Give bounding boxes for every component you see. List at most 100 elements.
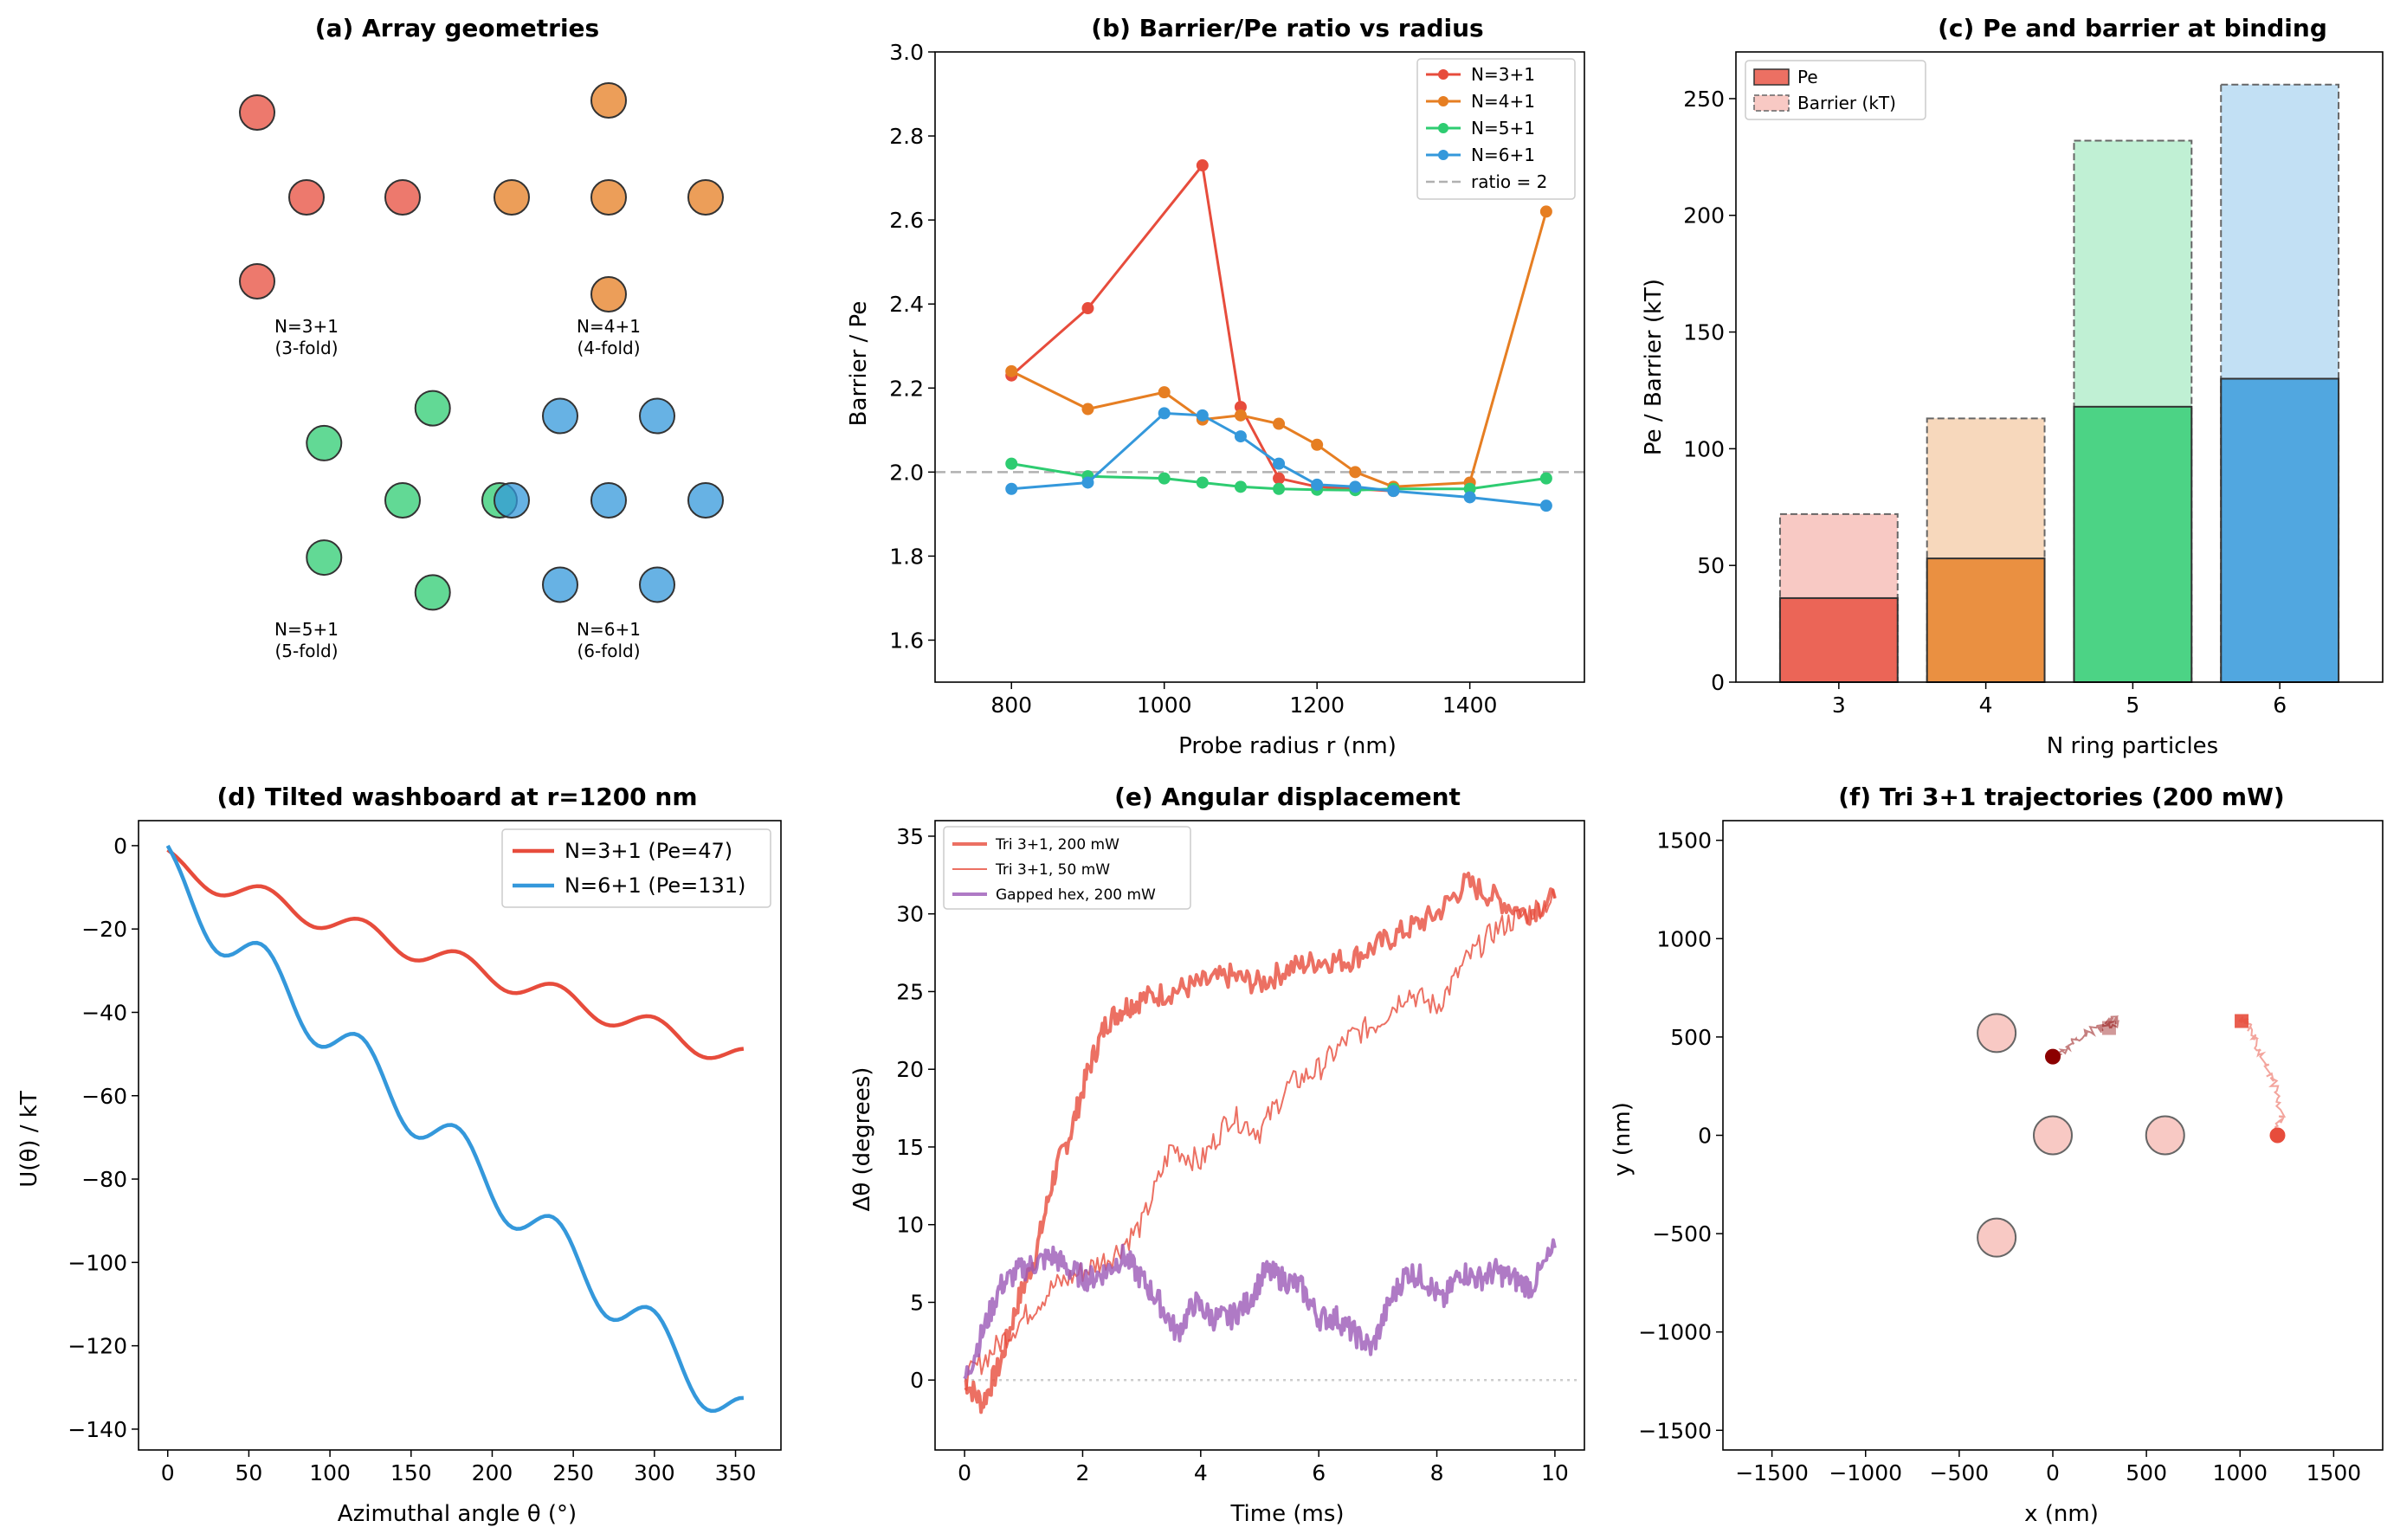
data-point — [1005, 482, 1018, 495]
panel-b-xtick-label: 1200 — [1289, 693, 1345, 718]
array-particle — [494, 179, 530, 216]
data-point — [1539, 472, 1552, 485]
data-point — [1234, 409, 1247, 422]
panel-b-ytick-label: 2.2 — [889, 376, 924, 401]
geometry-label-name: N=5+1 — [274, 619, 339, 640]
legend-box — [1416, 58, 1576, 200]
array-particle — [306, 539, 343, 577]
panel-d-ytick-label: −20 — [81, 917, 127, 942]
panel-c: (c) Pe and barrier at binding N ring par… — [1641, 14, 2384, 759]
legend-label: N=4+1 — [1471, 91, 1535, 112]
panel-d-title: (d) Tilted washboard at r=1200 nm — [216, 783, 697, 811]
panel-c-ytick-label: 200 — [1683, 203, 1725, 229]
data-point — [1234, 430, 1247, 443]
data-point — [1234, 480, 1247, 493]
panel-b-xtick-label: 1000 — [1137, 693, 1192, 718]
array-particle — [494, 482, 530, 519]
panel-c-axes-frame — [1735, 51, 2384, 683]
panel-f-ytick-label: −500 — [1652, 1221, 1712, 1247]
array-particle — [2145, 1115, 2185, 1156]
data-point — [1158, 407, 1171, 420]
panel-f-xtick-label: 1500 — [2306, 1460, 2362, 1485]
array-particle — [542, 566, 578, 603]
panel-d-ytick-label: −120 — [68, 1334, 127, 1359]
panel-e-xtick-label: 6 — [1312, 1460, 1326, 1485]
array-particle — [687, 482, 724, 519]
panel-e-ytick-label: 30 — [896, 902, 924, 927]
pe-bar — [1778, 596, 1899, 684]
panel-e: (e) Angular displacement Time (ms) Δθ (d… — [849, 783, 1585, 1527]
data-point — [1158, 472, 1171, 485]
geometry-label-name: N=6+1 — [577, 619, 641, 640]
data-point — [1234, 401, 1247, 414]
panel-e-ytick-label: 15 — [896, 1135, 924, 1160]
panel-f-ytick-label: −1500 — [1638, 1418, 1712, 1443]
trajectory-start — [2269, 1127, 2286, 1144]
legend-box — [501, 828, 771, 908]
data-point — [1273, 482, 1286, 495]
panel-d-ylabel: U(θ) / kT — [16, 1091, 42, 1188]
data-point — [1005, 457, 1018, 470]
legend-box — [943, 826, 1191, 910]
washboard-curve-1 — [165, 844, 744, 1414]
panel-e-ytick-label: 0 — [910, 1368, 924, 1393]
panel-d-ytick-label: −40 — [81, 1000, 127, 1025]
panel-c-xlabel: N ring particles — [2047, 733, 2218, 759]
panel-b-ylabel: Barrier / Pe — [846, 301, 872, 427]
data-point — [1463, 491, 1476, 504]
data-point — [1539, 205, 1552, 218]
panel-c-xtick-label: 3 — [1832, 693, 1846, 718]
array-particle — [306, 424, 343, 461]
panel-f: (f) Tri 3+1 trajectories (200 mW) x (nm)… — [1610, 783, 2384, 1527]
array-particle — [239, 94, 275, 131]
trace-1 — [964, 888, 1556, 1391]
panel-f-xtick-label: −1500 — [1735, 1460, 1809, 1485]
legend-label: N=6+1 — [1471, 145, 1535, 165]
geometry-label-fold: (5-fold) — [274, 641, 338, 661]
data-point — [1081, 476, 1094, 489]
legend-swatch — [1753, 68, 1790, 86]
panel-c-xtick-label: 5 — [2126, 693, 2139, 718]
panel-d-ytick-label: −100 — [68, 1250, 127, 1275]
legend-label: Tri 3+1, 50 mW — [995, 861, 1110, 879]
panel-e-ytick-label: 20 — [896, 1057, 924, 1082]
array-particle — [590, 482, 627, 519]
legend-marker — [1438, 150, 1448, 160]
panel-d-ytick-label: −80 — [81, 1167, 127, 1192]
panel-d-xtick-label: 0 — [161, 1460, 175, 1485]
data-point — [1349, 466, 1362, 479]
array-particle — [590, 179, 627, 216]
panel-f-title: (f) Tri 3+1 trajectories (200 mW) — [1838, 783, 2284, 811]
legend-label: N=3+1 (Pe=47) — [565, 839, 732, 863]
panel-e-xtick-label: 8 — [1430, 1460, 1444, 1485]
data-point — [1387, 485, 1400, 498]
panel-e-xlabel: Time (ms) — [1229, 1501, 1344, 1527]
legend-label: N=5+1 — [1471, 118, 1535, 139]
panel-b-ytick-label: 3.0 — [889, 40, 924, 65]
data-point — [1196, 409, 1209, 422]
panel-d-ytick-label: 0 — [113, 834, 127, 859]
data-point — [1196, 159, 1209, 172]
panel-b-xlabel: Probe radius r (nm) — [1178, 733, 1397, 759]
panel-b-ytick-label: 1.6 — [889, 628, 924, 653]
trajectory-start — [2045, 1048, 2061, 1065]
panel-d-xtick-label: 50 — [235, 1460, 263, 1485]
legend-label: Tri 3+1, 200 mW — [995, 836, 1119, 854]
array-particle — [590, 82, 627, 119]
legend-marker — [1438, 123, 1448, 133]
panel-d-xtick-label: 150 — [390, 1460, 432, 1485]
legend-swatch — [1753, 94, 1790, 112]
legend-label: ratio = 2 — [1471, 171, 1547, 192]
panel-c-ytick-label: 150 — [1683, 320, 1725, 345]
data-point — [1311, 438, 1324, 451]
geometry-label-name: N=3+1 — [274, 316, 339, 337]
array-particle — [414, 574, 451, 611]
data-point — [1311, 478, 1324, 491]
panel-f-xlabel: x (nm) — [2024, 1501, 2099, 1527]
array-particle — [2033, 1115, 2073, 1156]
panel-d-xtick-label: 250 — [552, 1460, 594, 1485]
panel-b-ytick-label: 2.8 — [889, 124, 924, 149]
panel-e-axes-frame — [934, 820, 1585, 1451]
